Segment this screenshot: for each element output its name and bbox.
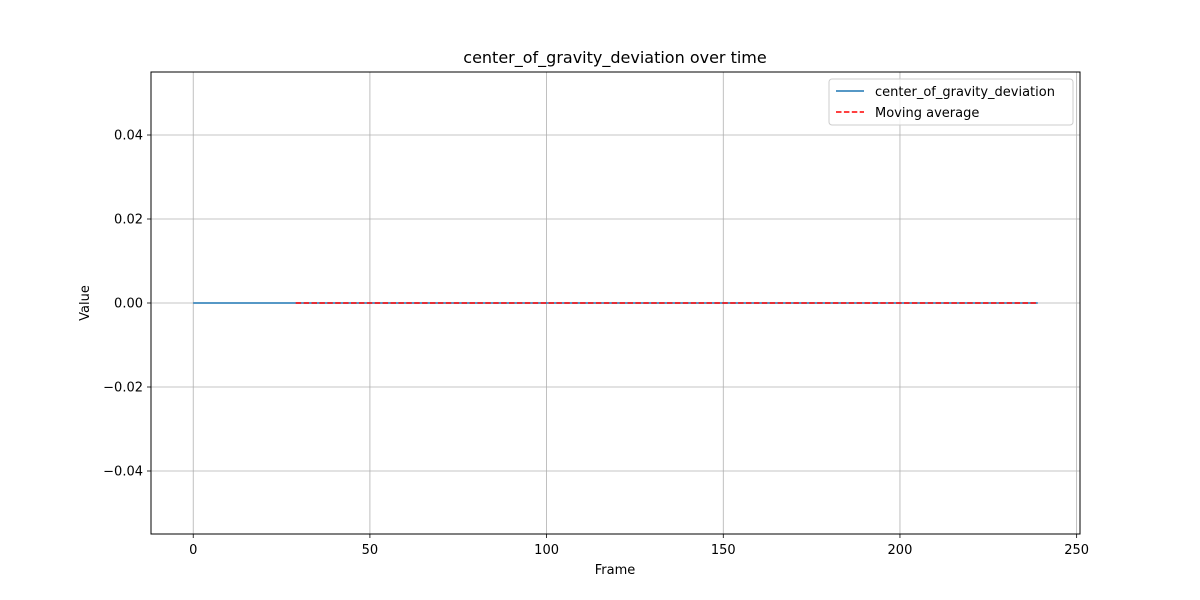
legend-box — [828, 78, 1074, 126]
chart-title: center_of_gravity_deviation over time — [463, 48, 766, 68]
legend-entry-series-0: center_of_gravity_deviation — [875, 85, 1055, 100]
x-tick-label: 250 — [1064, 543, 1089, 558]
x-tick-label: 0 — [189, 543, 197, 558]
y-tick-label: 0.02 — [114, 213, 143, 228]
x-tick-label: 100 — [534, 543, 559, 558]
y-tick-label: −0.04 — [103, 465, 143, 480]
y-tick-label: −0.02 — [103, 381, 143, 396]
y-axis-label: Value — [78, 285, 93, 321]
y-tick-label: 0.00 — [114, 297, 143, 312]
ticks: 0 50 100 150 200 250 −0.04 −0.02 0.00 0.02 0.04 — [103, 129, 1089, 559]
legend: center_of_gravity_deviation Moving avera… — [828, 78, 1074, 126]
x-tick-label: 150 — [711, 543, 736, 558]
x-axis-label: Frame — [595, 563, 636, 578]
x-tick-label: 50 — [362, 543, 379, 558]
y-tick-label: 0.04 — [114, 129, 143, 144]
x-tick-label: 200 — [888, 543, 913, 558]
legend-entry-series-1: Moving average — [875, 106, 979, 121]
